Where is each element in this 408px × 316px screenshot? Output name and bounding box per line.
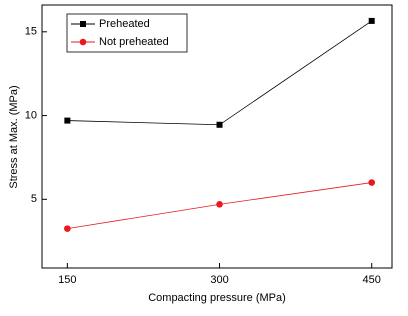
marker [216, 201, 223, 208]
x-tick-label: 450 [363, 274, 381, 286]
legend-marker [80, 21, 86, 27]
x-tick-label: 150 [58, 274, 76, 286]
legend-marker [79, 38, 87, 46]
marker [216, 121, 223, 128]
marker [64, 225, 71, 232]
legend-box [66, 13, 188, 53]
y-tick-label: 10 [25, 109, 37, 121]
marker [64, 117, 71, 124]
y-tick-label: 5 [31, 193, 37, 205]
marker [368, 179, 376, 186]
x-axis-label: Compacting pressure (MPa) [148, 292, 286, 304]
y-tick-label: 15 [25, 26, 37, 38]
y-axis-label: Stress at Max. (MPa) [8, 85, 20, 188]
x-tick-label: 300 [210, 274, 228, 286]
legend-label: Preheated [99, 18, 150, 30]
marker [368, 17, 375, 24]
legend-label: Not preheated [99, 36, 169, 48]
plot-frame [41, 4, 393, 269]
